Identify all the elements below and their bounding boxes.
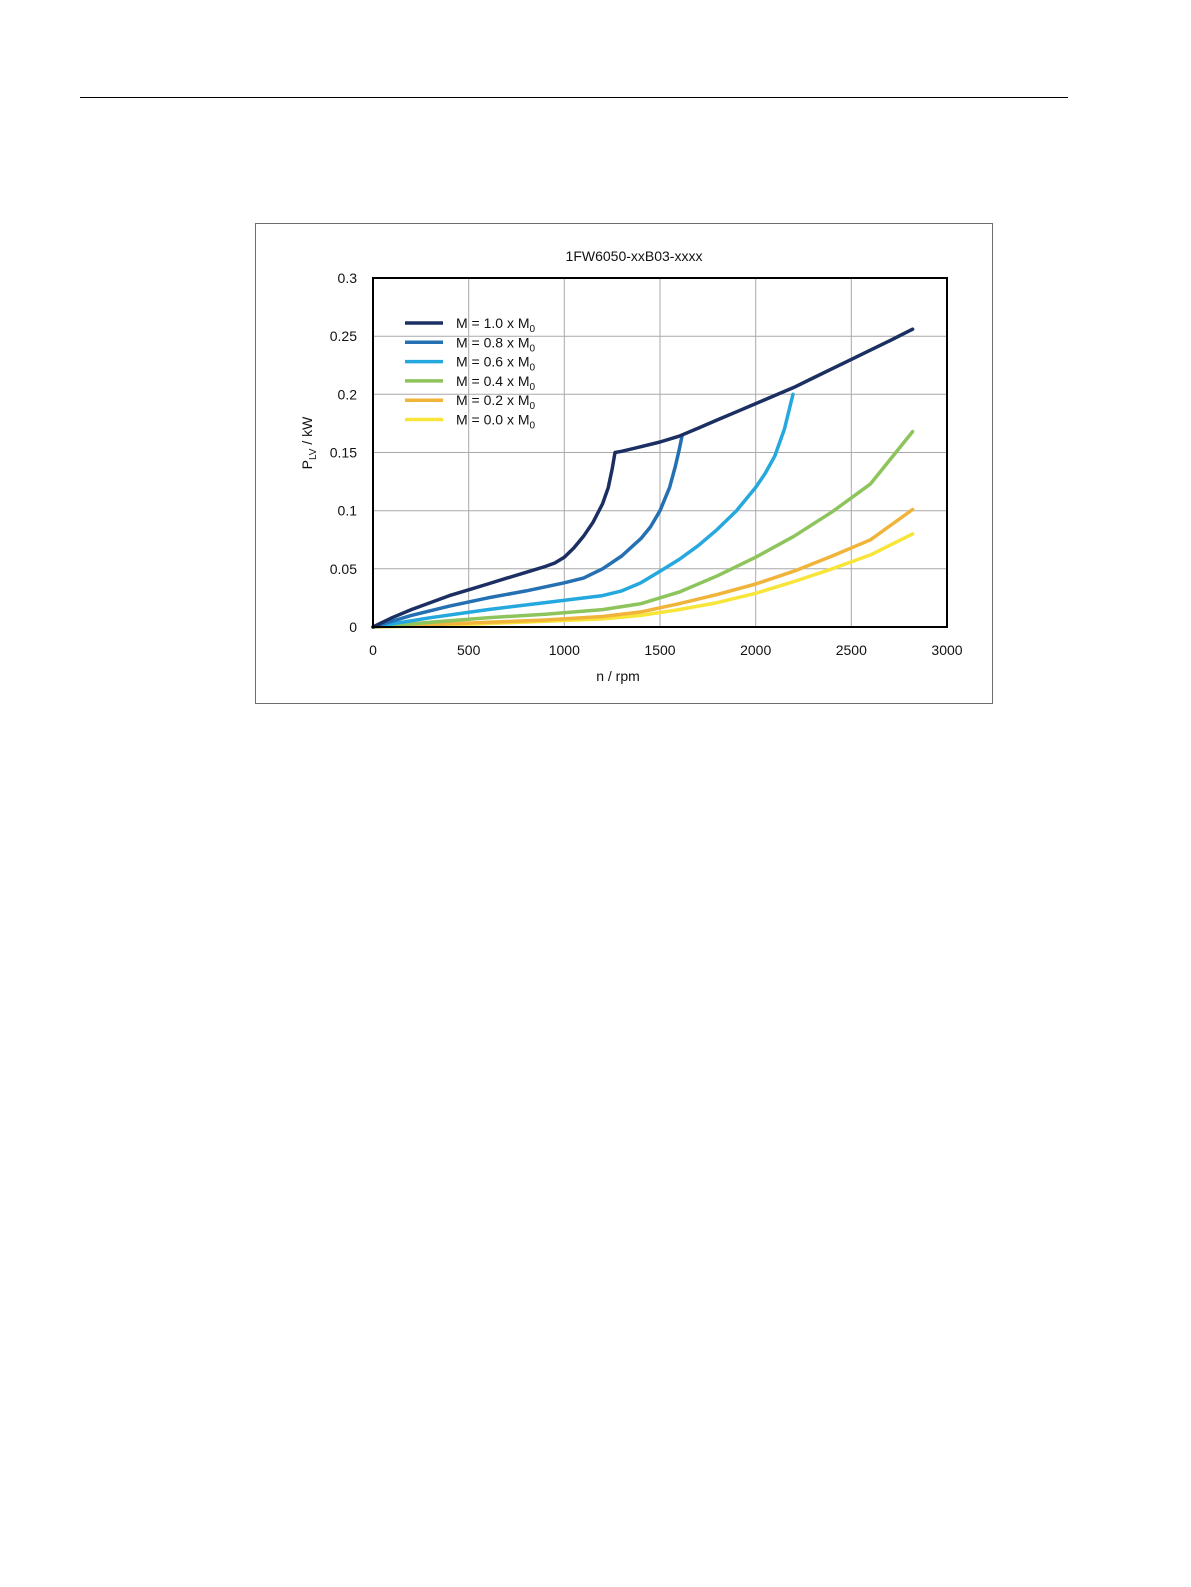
legend-label: M = 0.2 x M0 xyxy=(456,392,536,412)
y-tick-label: 0.1 xyxy=(338,503,358,519)
series-line xyxy=(371,327,915,629)
x-tick-label: 1500 xyxy=(644,642,675,658)
y-tick-label: 0.25 xyxy=(330,328,357,344)
x-tick-label: 3000 xyxy=(931,642,962,658)
x-tick-label: 2000 xyxy=(740,642,771,658)
series-line xyxy=(371,434,684,629)
legend-label: M = 0.6 x M0 xyxy=(456,354,536,374)
loss-power-chart: 1FW6050-xxB03-xxxx 0 500 1000 1500 2000 2500 3… xyxy=(299,248,963,684)
y-tick-label: 0.15 xyxy=(330,445,357,461)
figure-frame xyxy=(255,223,993,704)
legend-label: M = 0.0 x M0 xyxy=(456,412,536,432)
legend-item: M = 1.0 x M0 xyxy=(405,315,536,335)
series-lines xyxy=(371,327,915,629)
y-tick-label: 0 xyxy=(349,619,357,635)
legend-label: M = 0.4 x M0 xyxy=(456,373,536,393)
page-header-rule xyxy=(80,97,1068,98)
y-tick-label: 0.3 xyxy=(338,270,358,286)
series-line xyxy=(371,392,795,629)
x-tick-label: 0 xyxy=(369,642,377,658)
y-axis-label: PLV / kW xyxy=(299,416,319,470)
legend-item: M = 0.8 x M0 xyxy=(405,334,536,354)
plot-area-border xyxy=(372,277,948,628)
legend-item: M = 0.2 x M0 xyxy=(405,392,536,412)
legend-label: M = 0.8 x M0 xyxy=(456,334,536,354)
x-tick-label: 2500 xyxy=(836,642,867,658)
series-line xyxy=(371,429,915,629)
x-axis-label: n / rpm xyxy=(596,668,640,684)
legend-label: M = 1.0 x M0 xyxy=(456,315,536,335)
grid xyxy=(372,277,948,628)
y-tick-label: 0.05 xyxy=(330,561,357,577)
x-tick-label: 1000 xyxy=(549,642,580,658)
y-tick-label: 0.2 xyxy=(338,386,358,402)
tick-labels: 0 500 1000 1500 2000 2500 3000 0 0.05 0.1 0.15 0.2 0… xyxy=(330,270,963,658)
x-tick-label: 500 xyxy=(457,642,481,658)
chart-title: 1FW6050-xxB03-xxxx xyxy=(566,248,703,264)
legend-item: M = 0.4 x M0 xyxy=(405,373,536,393)
series-line xyxy=(371,507,915,629)
legend-item: M = 0.0 x M0 xyxy=(405,412,536,432)
legend-item: M = 0.6 x M0 xyxy=(405,354,536,374)
legend: M = 1.0 x M0M = 0.8 x M0M = 0.6 x M0M = … xyxy=(405,315,536,432)
